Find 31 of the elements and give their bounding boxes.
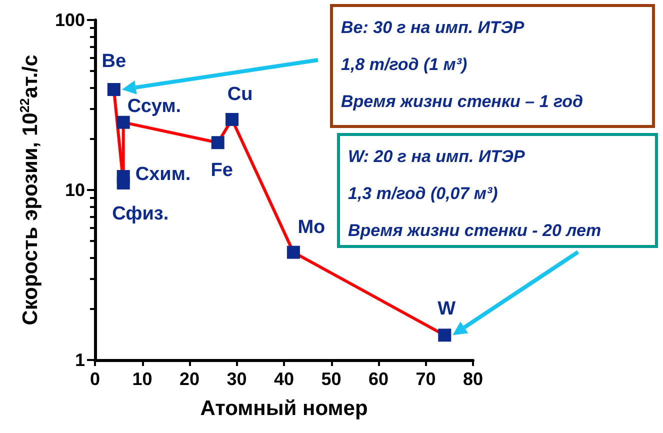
x-tick-label: 40 bbox=[274, 369, 294, 389]
annotation: Be bbox=[102, 51, 126, 72]
x-axis-title: Атомный номер bbox=[200, 397, 368, 420]
x-tick-label: 70 bbox=[416, 369, 436, 389]
annotation: Fe bbox=[210, 160, 233, 182]
y-axis-title: Скорость эрозии, 1022ат./с bbox=[17, 54, 42, 326]
annotation: W bbox=[438, 298, 456, 320]
y-tick-label: 1 bbox=[74, 350, 85, 370]
annotation: Mo bbox=[298, 216, 326, 238]
annotation: Сфиз. bbox=[112, 203, 169, 224]
note-box: Be: 30 г на имп. ИТЭР 1,8 т/год (1 м³) Время жизни стенки – 1 год bbox=[330, 4, 655, 128]
point bbox=[438, 328, 452, 342]
point bbox=[107, 83, 120, 96]
point bbox=[226, 112, 239, 126]
annotation: Схим. bbox=[135, 164, 191, 186]
x-tick-label: 60 bbox=[368, 369, 389, 389]
annotation: Cu bbox=[227, 84, 253, 105]
x-tick-label: 80 bbox=[462, 369, 484, 389]
point bbox=[116, 170, 130, 184]
point bbox=[211, 136, 224, 150]
x-tick-label: 30 bbox=[226, 369, 247, 389]
annotation: Ссум. bbox=[127, 96, 182, 117]
point bbox=[286, 246, 300, 259]
y-tick-label: 10 bbox=[64, 180, 85, 200]
note-box: W: 20 г на имп. ИТЭР 1,3 т/год (0,07 м³) Время жизни стенки - 20 лет bbox=[337, 133, 658, 248]
x-tick-label: 10 bbox=[132, 369, 152, 389]
y-tick-label: 100 bbox=[54, 10, 85, 30]
point bbox=[116, 116, 130, 129]
x-tick-label: 20 bbox=[179, 369, 200, 389]
x-tick-label: 50 bbox=[321, 369, 342, 389]
x-tick-label: 0 bbox=[90, 369, 100, 389]
